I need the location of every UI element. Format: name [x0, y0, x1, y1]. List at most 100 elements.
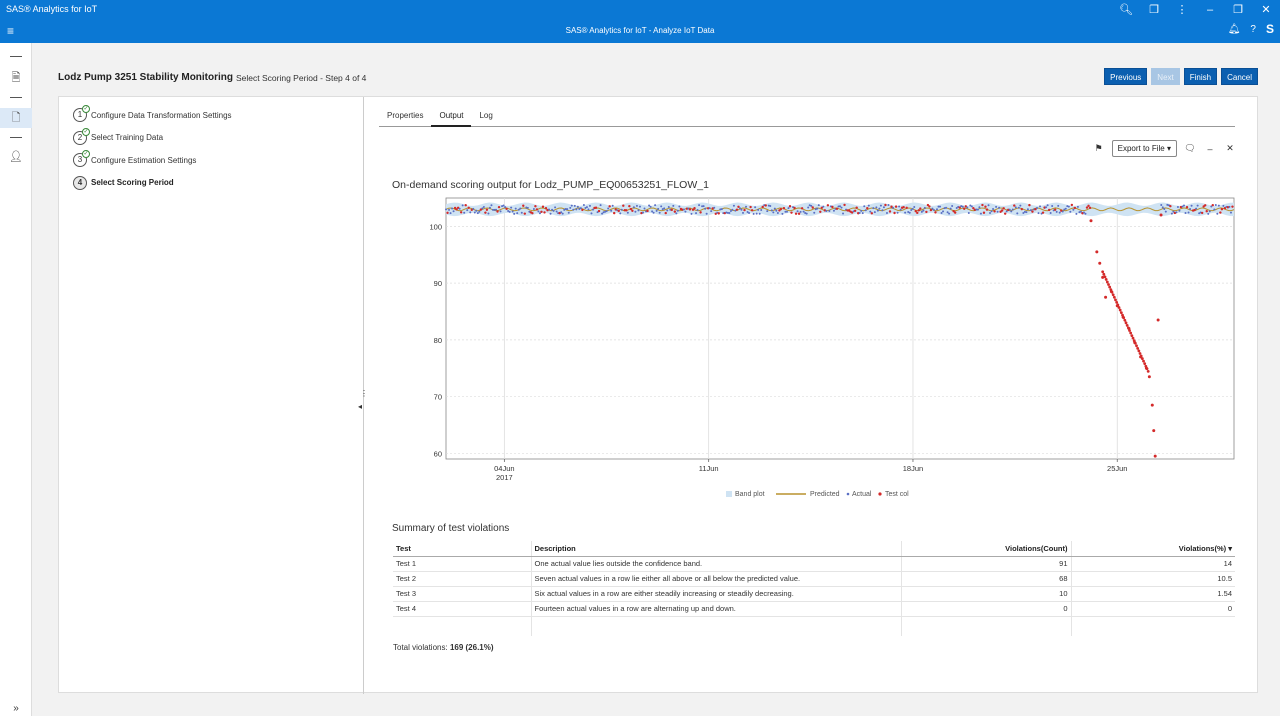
actual-point: [551, 208, 554, 211]
actual-point: [620, 208, 623, 211]
actual-point: [758, 212, 761, 215]
table-row[interactable]: Test 2 Seven actual values in a row lie …: [393, 571, 1235, 587]
table-row[interactable]: Test 4 Fourteen actual values in a row a…: [393, 601, 1235, 617]
test-point: [1101, 270, 1105, 274]
actual-point: [660, 205, 663, 208]
actual-point: [746, 211, 749, 214]
actual-point: [564, 207, 567, 210]
wizard-step-1[interactable]: 1 ✓ Configure Data Transformation Setting…: [73, 104, 232, 127]
document-chart-icon[interactable]: 🗎︎: [11, 72, 21, 84]
column-header-count[interactable]: Violations(Count): [901, 541, 1072, 557]
actual-point: [810, 204, 813, 207]
actual-point: [931, 207, 934, 210]
total-violations: Total violations: 169 (26.1%): [393, 643, 494, 652]
minimize-icon[interactable]: –: [1206, 3, 1214, 16]
actual-point: [869, 210, 872, 213]
actual-point: [923, 206, 926, 209]
legend-label: Band plot: [735, 491, 765, 498]
expand-nav-icon[interactable]: »: [13, 703, 19, 714]
empty-cell: [901, 616, 1072, 636]
wizard-step-2[interactable]: 2 ✓ Select Training Data: [73, 127, 232, 150]
close-panel-icon[interactable]: ✕: [1226, 143, 1234, 153]
actual-point: [932, 208, 935, 211]
actual-point: [663, 207, 666, 210]
more-icon[interactable]: ⋮: [1176, 4, 1188, 16]
previous-button[interactable]: Previous: [1104, 68, 1148, 85]
column-header-test[interactable]: Test: [393, 541, 532, 557]
wizard-step-4[interactable]: 4 Select Scoring Period: [73, 172, 232, 195]
cancel-button[interactable]: Cancel: [1221, 68, 1258, 85]
step-label: Configure Data Transformation Settings: [91, 110, 232, 120]
user-settings-icon[interactable]: 👤︎: [9, 151, 23, 163]
avatar[interactable]: S: [1265, 22, 1274, 36]
actual-point: [704, 207, 707, 210]
actual-point: [1049, 211, 1052, 214]
actual-point: [1217, 204, 1220, 207]
test-point: [523, 212, 526, 215]
test-point: [455, 208, 458, 211]
minimize-panel-icon[interactable]: –: [1207, 143, 1213, 154]
page-icon[interactable]: 🗋︎: [0, 108, 32, 128]
notifications-icon[interactable]: 🔔︎: [1227, 23, 1241, 35]
table-row[interactable]: Test 3 Six actual values in a row are ei…: [393, 586, 1235, 602]
actual-point: [696, 208, 699, 211]
actual-point: [573, 204, 576, 207]
bookmark-icon[interactable]: ⚑: [1094, 143, 1103, 153]
tab-properties[interactable]: Properties: [387, 111, 424, 120]
test-point: [993, 210, 996, 213]
actual-point: [955, 207, 958, 210]
collapse-arrow-icon[interactable]: ◂: [358, 402, 363, 411]
close-icon[interactable]: ✕: [1261, 4, 1271, 16]
cell-pct: 0: [1071, 601, 1235, 617]
extensions-icon[interactable]: ❐: [1149, 4, 1159, 16]
column-header-description[interactable]: Description: [531, 541, 902, 557]
test-point: [1126, 326, 1130, 330]
actual-point: [840, 206, 843, 209]
cell-test: Test 3: [393, 586, 532, 602]
actual-point: [499, 210, 502, 213]
plot-area: [445, 197, 1235, 460]
actual-point: [808, 204, 811, 207]
finish-button[interactable]: Finish: [1183, 68, 1218, 85]
pane-divider[interactable]: [363, 97, 364, 694]
menu-icon[interactable]: ≡: [7, 24, 15, 38]
actual-point: [1058, 211, 1061, 214]
help-icon[interactable]: ?: [1250, 23, 1256, 35]
actual-point: [676, 209, 679, 212]
actual-point: [776, 212, 779, 215]
table-row[interactable]: Test 1 One actual value lies outside the…: [393, 556, 1235, 572]
table-row-empty: [393, 616, 1235, 636]
test-point: [831, 205, 834, 209]
actual-point: [1061, 210, 1064, 213]
actual-point: [635, 204, 638, 207]
tab-log[interactable]: Log: [479, 111, 493, 120]
comment-icon[interactable]: 🗨︎: [1184, 143, 1196, 153]
wizard-step-3[interactable]: 3 ✓ Configure Estimation Settings: [73, 149, 232, 172]
empty-cell: [1071, 616, 1235, 636]
left-nav: 🗎︎ 🗋︎ 👤︎ »: [0, 43, 32, 716]
restore-icon[interactable]: ❐: [1233, 4, 1243, 16]
test-point: [625, 209, 628, 212]
test-point: [1116, 303, 1120, 307]
tab-output[interactable]: Output: [431, 107, 472, 127]
test-point: [790, 211, 793, 214]
test-point: [608, 205, 611, 208]
actual-point: [466, 209, 469, 212]
test-point: [540, 210, 543, 213]
actual-point: [1195, 207, 1198, 210]
actual-point: [473, 211, 476, 214]
test-point: [497, 205, 501, 209]
nav-separator: [10, 137, 22, 138]
export-dropdown[interactable]: Export to File ▾: [1111, 140, 1177, 157]
actual-point: [572, 208, 575, 211]
test-point: [743, 208, 746, 212]
next-button[interactable]: Next: [1151, 68, 1180, 85]
actual-point: [451, 207, 454, 210]
actual-point: [1055, 210, 1058, 213]
step-indicator: Select Scoring Period - Step 4 of 4: [236, 73, 367, 83]
test-point: [1073, 206, 1077, 210]
drag-handle-icon[interactable]: ⋮: [360, 389, 368, 398]
column-header-pct[interactable]: Violations(%) ▾: [1071, 541, 1235, 557]
actual-point: [651, 210, 654, 213]
search-icon[interactable]: 🔍︎: [1119, 4, 1133, 16]
